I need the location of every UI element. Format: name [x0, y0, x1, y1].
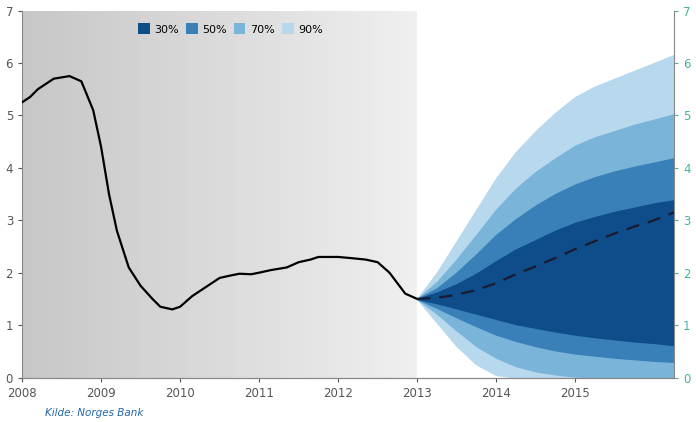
Text: Kilde: Norges Bank: Kilde: Norges Bank	[45, 408, 143, 418]
Bar	[417, 11, 674, 378]
Legend: 30%, 50%, 70%, 90%: 30%, 50%, 70%, 90%	[139, 24, 323, 35]
